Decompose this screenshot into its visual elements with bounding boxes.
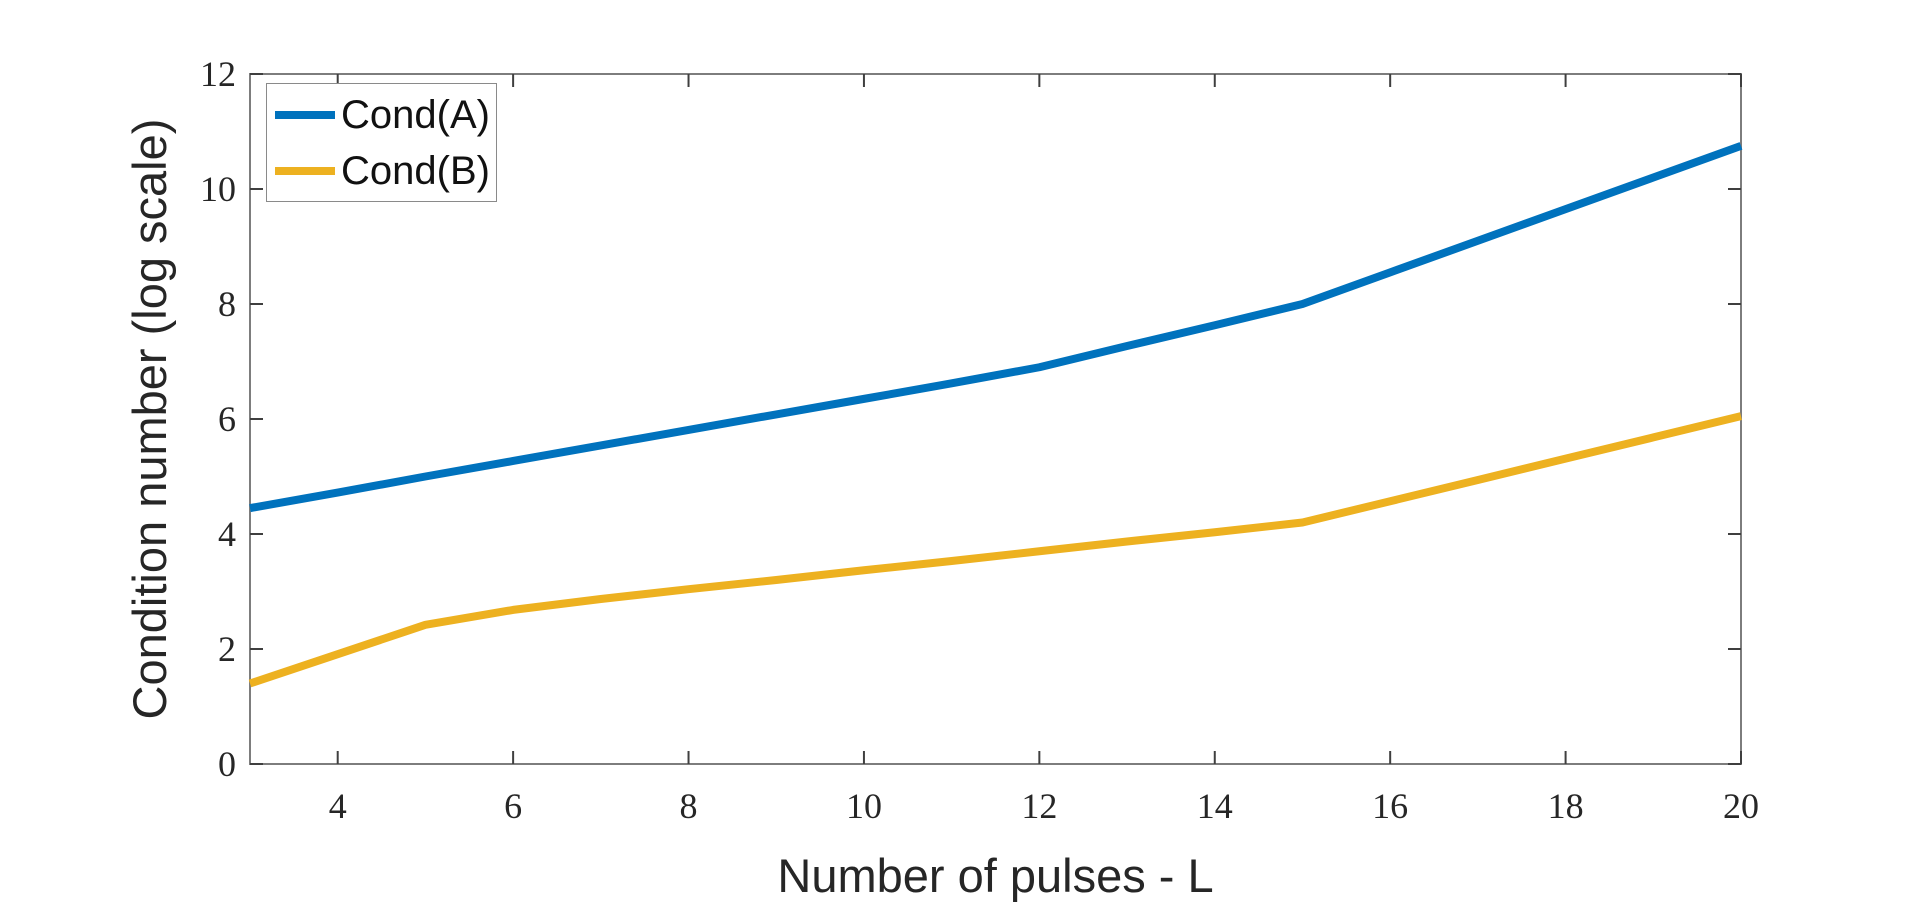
y-tick-label: 10 [200, 169, 236, 209]
legend-swatch-cond-a [275, 110, 335, 119]
x-tick-label: 20 [1723, 786, 1759, 826]
series-line-cond-b [248, 412, 1742, 688]
legend-label-cond-a: Cond(A) [341, 92, 490, 137]
series-line-cond-a [249, 142, 1743, 513]
y-tick-label: 2 [218, 629, 236, 669]
x-tick-label: 14 [1196, 786, 1233, 826]
x-axis-title: Number of pulses - L [777, 849, 1214, 902]
x-tick-label: 18 [1547, 786, 1584, 826]
legend-entry-cond-b: Cond(B) [275, 150, 496, 192]
y-tick-label: 6 [218, 399, 236, 439]
legend-swatch-cond-b [275, 166, 335, 175]
x-tick-label: 10 [845, 786, 882, 826]
x-tick-label: 6 [504, 786, 523, 826]
x-tick-label: 12 [1021, 786, 1058, 826]
y-tick-label: 0 [218, 744, 236, 784]
x-tick-label: 8 [679, 786, 698, 826]
x-tick-label: 4 [328, 786, 347, 826]
y-tick-label: 4 [218, 514, 236, 554]
y-tick-label: 8 [218, 284, 236, 324]
legend: Cond(A) Cond(B) [266, 83, 497, 202]
x-tick-label: 16 [1372, 786, 1409, 826]
y-tick-label: 12 [200, 54, 236, 94]
legend-label-cond-b: Cond(B) [341, 148, 490, 193]
legend-entry-cond-a: Cond(A) [275, 94, 496, 136]
